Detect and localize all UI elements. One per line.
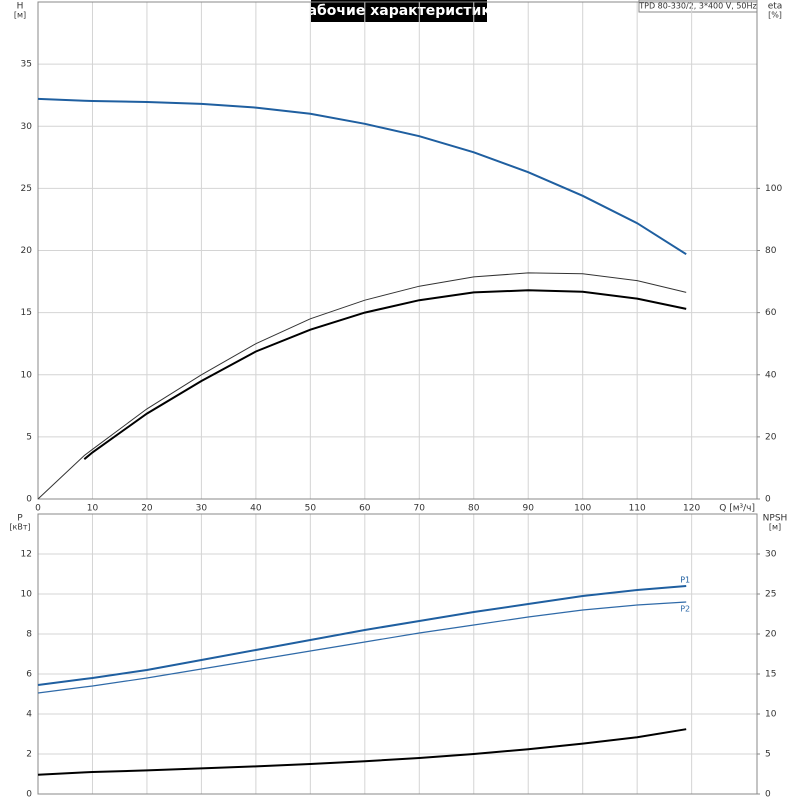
curve (37, 601, 687, 694)
plot-frame (37, 1, 758, 500)
y-tick-label: 2 (26, 750, 32, 760)
y-axis-unit: [м] (14, 11, 26, 20)
x-tick-label: 60 (359, 504, 371, 514)
x-tick-label: 80 (468, 504, 480, 514)
y-tick-label: 15 (21, 308, 32, 318)
y2-tick-label: 10 (765, 710, 777, 720)
x-tick-label: 0 (35, 504, 41, 514)
y2-axis-unit: [%] (768, 11, 782, 20)
y-tick-label: 5 (26, 432, 32, 442)
x-tick-label: 40 (250, 504, 262, 514)
y2-tick-label: 15 (765, 670, 776, 680)
y-tick-label: 4 (26, 710, 32, 720)
y2-tick-label: 0 (765, 495, 771, 505)
y-tick-label: 12 (21, 550, 32, 560)
subtitle: TPD 80-330/2, 3*400 V, 50Hz (638, 2, 756, 11)
y-axis-label: P (17, 514, 23, 524)
y2-axis-label: NPSH (763, 514, 788, 524)
y-tick-label: 0 (26, 790, 32, 800)
curve (83, 289, 687, 460)
y-tick-label: 0 (26, 495, 32, 505)
x-tick-label: 110 (629, 504, 646, 514)
x-tick-label: 50 (305, 504, 317, 514)
y2-tick-label: 25 (765, 590, 776, 600)
curve (37, 585, 687, 686)
y-tick-label: 6 (26, 670, 32, 680)
x-tick-label: 100 (574, 504, 591, 514)
title-box (311, 0, 487, 22)
y2-tick-label: 60 (765, 308, 777, 318)
curve-label: P1 (680, 576, 690, 585)
y-tick-label: 8 (26, 630, 32, 640)
x-tick-label: 10 (87, 504, 99, 514)
y-tick-label: 20 (21, 246, 33, 256)
curve (37, 728, 687, 776)
y2-tick-label: 30 (765, 550, 777, 560)
y2-axis-label: eta (768, 2, 783, 12)
curve (37, 97, 687, 256)
y-tick-label: 35 (21, 60, 32, 70)
y-axis-label: H (17, 2, 24, 12)
x-tick-label: 20 (141, 504, 153, 514)
y-tick-label: 25 (21, 184, 32, 194)
chart-title: Рабочие характеристики (297, 3, 500, 19)
x-tick-label: 90 (523, 504, 535, 514)
y2-tick-label: 5 (765, 750, 771, 760)
curve (37, 272, 687, 500)
y-tick-label: 30 (21, 122, 33, 132)
plot-frame (37, 513, 758, 795)
y2-tick-label: 40 (765, 370, 777, 380)
x-axis-label: Q [м³/ч] (719, 504, 755, 514)
y2-tick-label: 20 (765, 630, 777, 640)
y2-tick-label: 0 (765, 790, 771, 800)
y-tick-label: 10 (21, 370, 33, 380)
y-axis-unit: [кВт] (9, 523, 30, 532)
x-tick-label: 70 (414, 504, 426, 514)
y2-tick-label: 20 (765, 432, 777, 442)
y2-tick-label: 80 (765, 246, 777, 256)
curve-label: P2 (680, 605, 690, 614)
y2-axis-unit: [м] (769, 523, 781, 532)
y-tick-label: 10 (21, 590, 33, 600)
x-tick-label: 30 (196, 504, 208, 514)
x-tick-label: 120 (683, 504, 700, 514)
y2-tick-label: 100 (765, 184, 782, 194)
